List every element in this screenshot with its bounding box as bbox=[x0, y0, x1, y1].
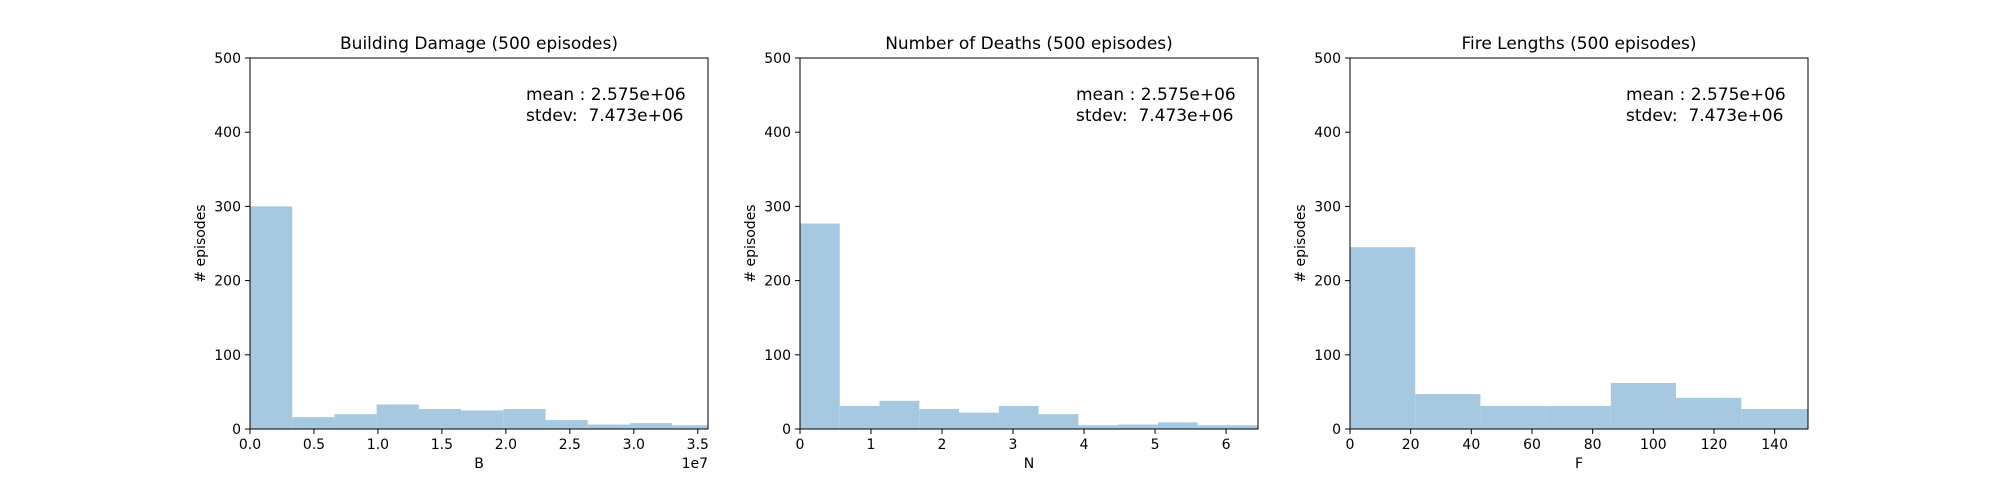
axes-frame bbox=[249, 57, 709, 430]
y-tick-label: 200 bbox=[764, 274, 791, 290]
y-tick-label: 400 bbox=[1314, 125, 1341, 141]
x-tick-label: 1.5 bbox=[431, 437, 453, 453]
y-tick-label: 400 bbox=[214, 125, 241, 141]
histogram-bar bbox=[1038, 414, 1079, 429]
histogram-bar bbox=[461, 410, 504, 429]
y-tick-label: 0 bbox=[232, 422, 241, 438]
histogram-bar bbox=[250, 206, 293, 429]
histogram-bar bbox=[1480, 405, 1546, 429]
y-tick-label: 500 bbox=[214, 51, 241, 67]
histogram-bar bbox=[1415, 394, 1481, 429]
histogram-bar bbox=[1545, 405, 1611, 429]
axes-frame bbox=[1349, 57, 1809, 430]
x-tick-label: 100 bbox=[1640, 437, 1667, 453]
histogram-bar bbox=[1741, 408, 1808, 429]
x-tick-label: 0.0 bbox=[239, 437, 261, 453]
histogram-bar bbox=[959, 412, 999, 429]
x-axis-label: B bbox=[474, 456, 484, 472]
x-axis-label: F bbox=[1575, 456, 1583, 472]
x-tick-label: 0 bbox=[1346, 437, 1355, 453]
y-tick-label: 100 bbox=[214, 348, 241, 364]
axes-frame bbox=[799, 57, 1259, 430]
x-tick-label: 2.0 bbox=[495, 437, 517, 453]
histogram-bar bbox=[545, 420, 588, 429]
x-offset-label: 1e7 bbox=[682, 456, 708, 472]
x-tick-label: 3 bbox=[1009, 437, 1018, 453]
x-tick-label: 60 bbox=[1523, 437, 1541, 453]
chart-title: Number of Deaths (500 episodes) bbox=[885, 34, 1173, 54]
histogram-bar bbox=[629, 423, 673, 429]
x-tick-label: 2 bbox=[938, 437, 947, 453]
histogram-bar bbox=[1157, 422, 1198, 429]
stats-annotation-line: stdev: 7.473e+06 bbox=[526, 106, 683, 126]
stats-annotation-line: mean : 2.575e+06 bbox=[1626, 85, 1786, 105]
histogram-bar bbox=[292, 417, 335, 429]
histogram-bar bbox=[1610, 382, 1677, 429]
histogram-bar bbox=[1676, 397, 1742, 429]
y-tick-label: 500 bbox=[764, 51, 791, 67]
x-tick-label: 0.5 bbox=[303, 437, 325, 453]
x-tick-label: 0 bbox=[796, 437, 805, 453]
x-tick-label: 20 bbox=[1402, 437, 1420, 453]
histogram-bar bbox=[587, 424, 630, 429]
histogram-bar bbox=[418, 408, 462, 429]
stats-annotation-line: mean : 2.575e+06 bbox=[526, 85, 686, 105]
stats-annotation-line: mean : 2.575e+06 bbox=[1076, 85, 1236, 105]
histogram-bar bbox=[334, 414, 377, 429]
y-tick-label: 0 bbox=[782, 422, 791, 438]
y-tick-label: 200 bbox=[1314, 274, 1341, 290]
y-tick-label: 300 bbox=[1314, 199, 1341, 215]
histogram-bar bbox=[1197, 425, 1258, 429]
x-tick-label: 4 bbox=[1080, 437, 1089, 453]
histogram-bar bbox=[1078, 425, 1119, 429]
y-tick-label: 100 bbox=[764, 348, 791, 364]
histogram-bar bbox=[800, 223, 840, 429]
x-tick-label: 80 bbox=[1584, 437, 1602, 453]
y-axis-label: # episodes bbox=[743, 204, 759, 282]
x-tick-label: 3.0 bbox=[623, 437, 645, 453]
x-tick-label: 3.5 bbox=[687, 437, 709, 453]
chart-panel-2: 0 100 200 300 400 500 0 1 2 3 4 5 6 Number of Deaths … bbox=[743, 34, 1259, 472]
chart-panel-3: 0 100 200 300 400 500 0 20 40 60 80 100 120 140 Fire L… bbox=[1293, 34, 1809, 472]
y-tick-label: 500 bbox=[1314, 51, 1341, 67]
histogram-bar bbox=[503, 408, 546, 429]
x-tick-label: 40 bbox=[1462, 437, 1480, 453]
x-tick-label: 120 bbox=[1701, 437, 1728, 453]
x-tick-label: 1.0 bbox=[367, 437, 389, 453]
y-tick-label: 100 bbox=[1314, 348, 1341, 364]
chart-title: Fire Lengths (500 episodes) bbox=[1461, 34, 1696, 54]
stats-annotation-line: stdev: 7.473e+06 bbox=[1076, 106, 1233, 126]
chart-title: Building Damage (500 episodes) bbox=[340, 34, 618, 54]
histogram-bar bbox=[839, 405, 880, 429]
stats-annotation-line: stdev: 7.473e+06 bbox=[1626, 106, 1783, 126]
x-tick-label: 5 bbox=[1151, 437, 1160, 453]
x-axis-label: N bbox=[1024, 456, 1034, 472]
histogram-bar bbox=[1350, 247, 1416, 429]
x-tick-label: 140 bbox=[1761, 437, 1788, 453]
histogram-bar bbox=[672, 425, 708, 429]
y-tick-label: 200 bbox=[214, 274, 241, 290]
y-tick-label: 400 bbox=[764, 125, 791, 141]
histogram-bar bbox=[879, 400, 920, 429]
y-tick-label: 0 bbox=[1332, 422, 1341, 438]
y-tick-label: 300 bbox=[764, 199, 791, 215]
histogram-bar bbox=[1118, 424, 1158, 429]
histogram-bar bbox=[998, 405, 1039, 429]
histogram-bar bbox=[376, 404, 419, 429]
histogram-bar bbox=[919, 408, 960, 429]
y-axis-label: # episodes bbox=[1293, 204, 1309, 282]
x-tick-label: 6 bbox=[1222, 437, 1231, 453]
x-tick-label: 1 bbox=[867, 437, 876, 453]
chart-panel-1: 0 100 200 300 400 500 0.0 0.5 1.0 1.5 2.0 2.5 3.0 3.5… bbox=[193, 34, 709, 472]
y-axis-label: # episodes bbox=[193, 204, 209, 282]
y-tick-label: 300 bbox=[214, 199, 241, 215]
x-tick-label: 2.5 bbox=[559, 437, 581, 453]
